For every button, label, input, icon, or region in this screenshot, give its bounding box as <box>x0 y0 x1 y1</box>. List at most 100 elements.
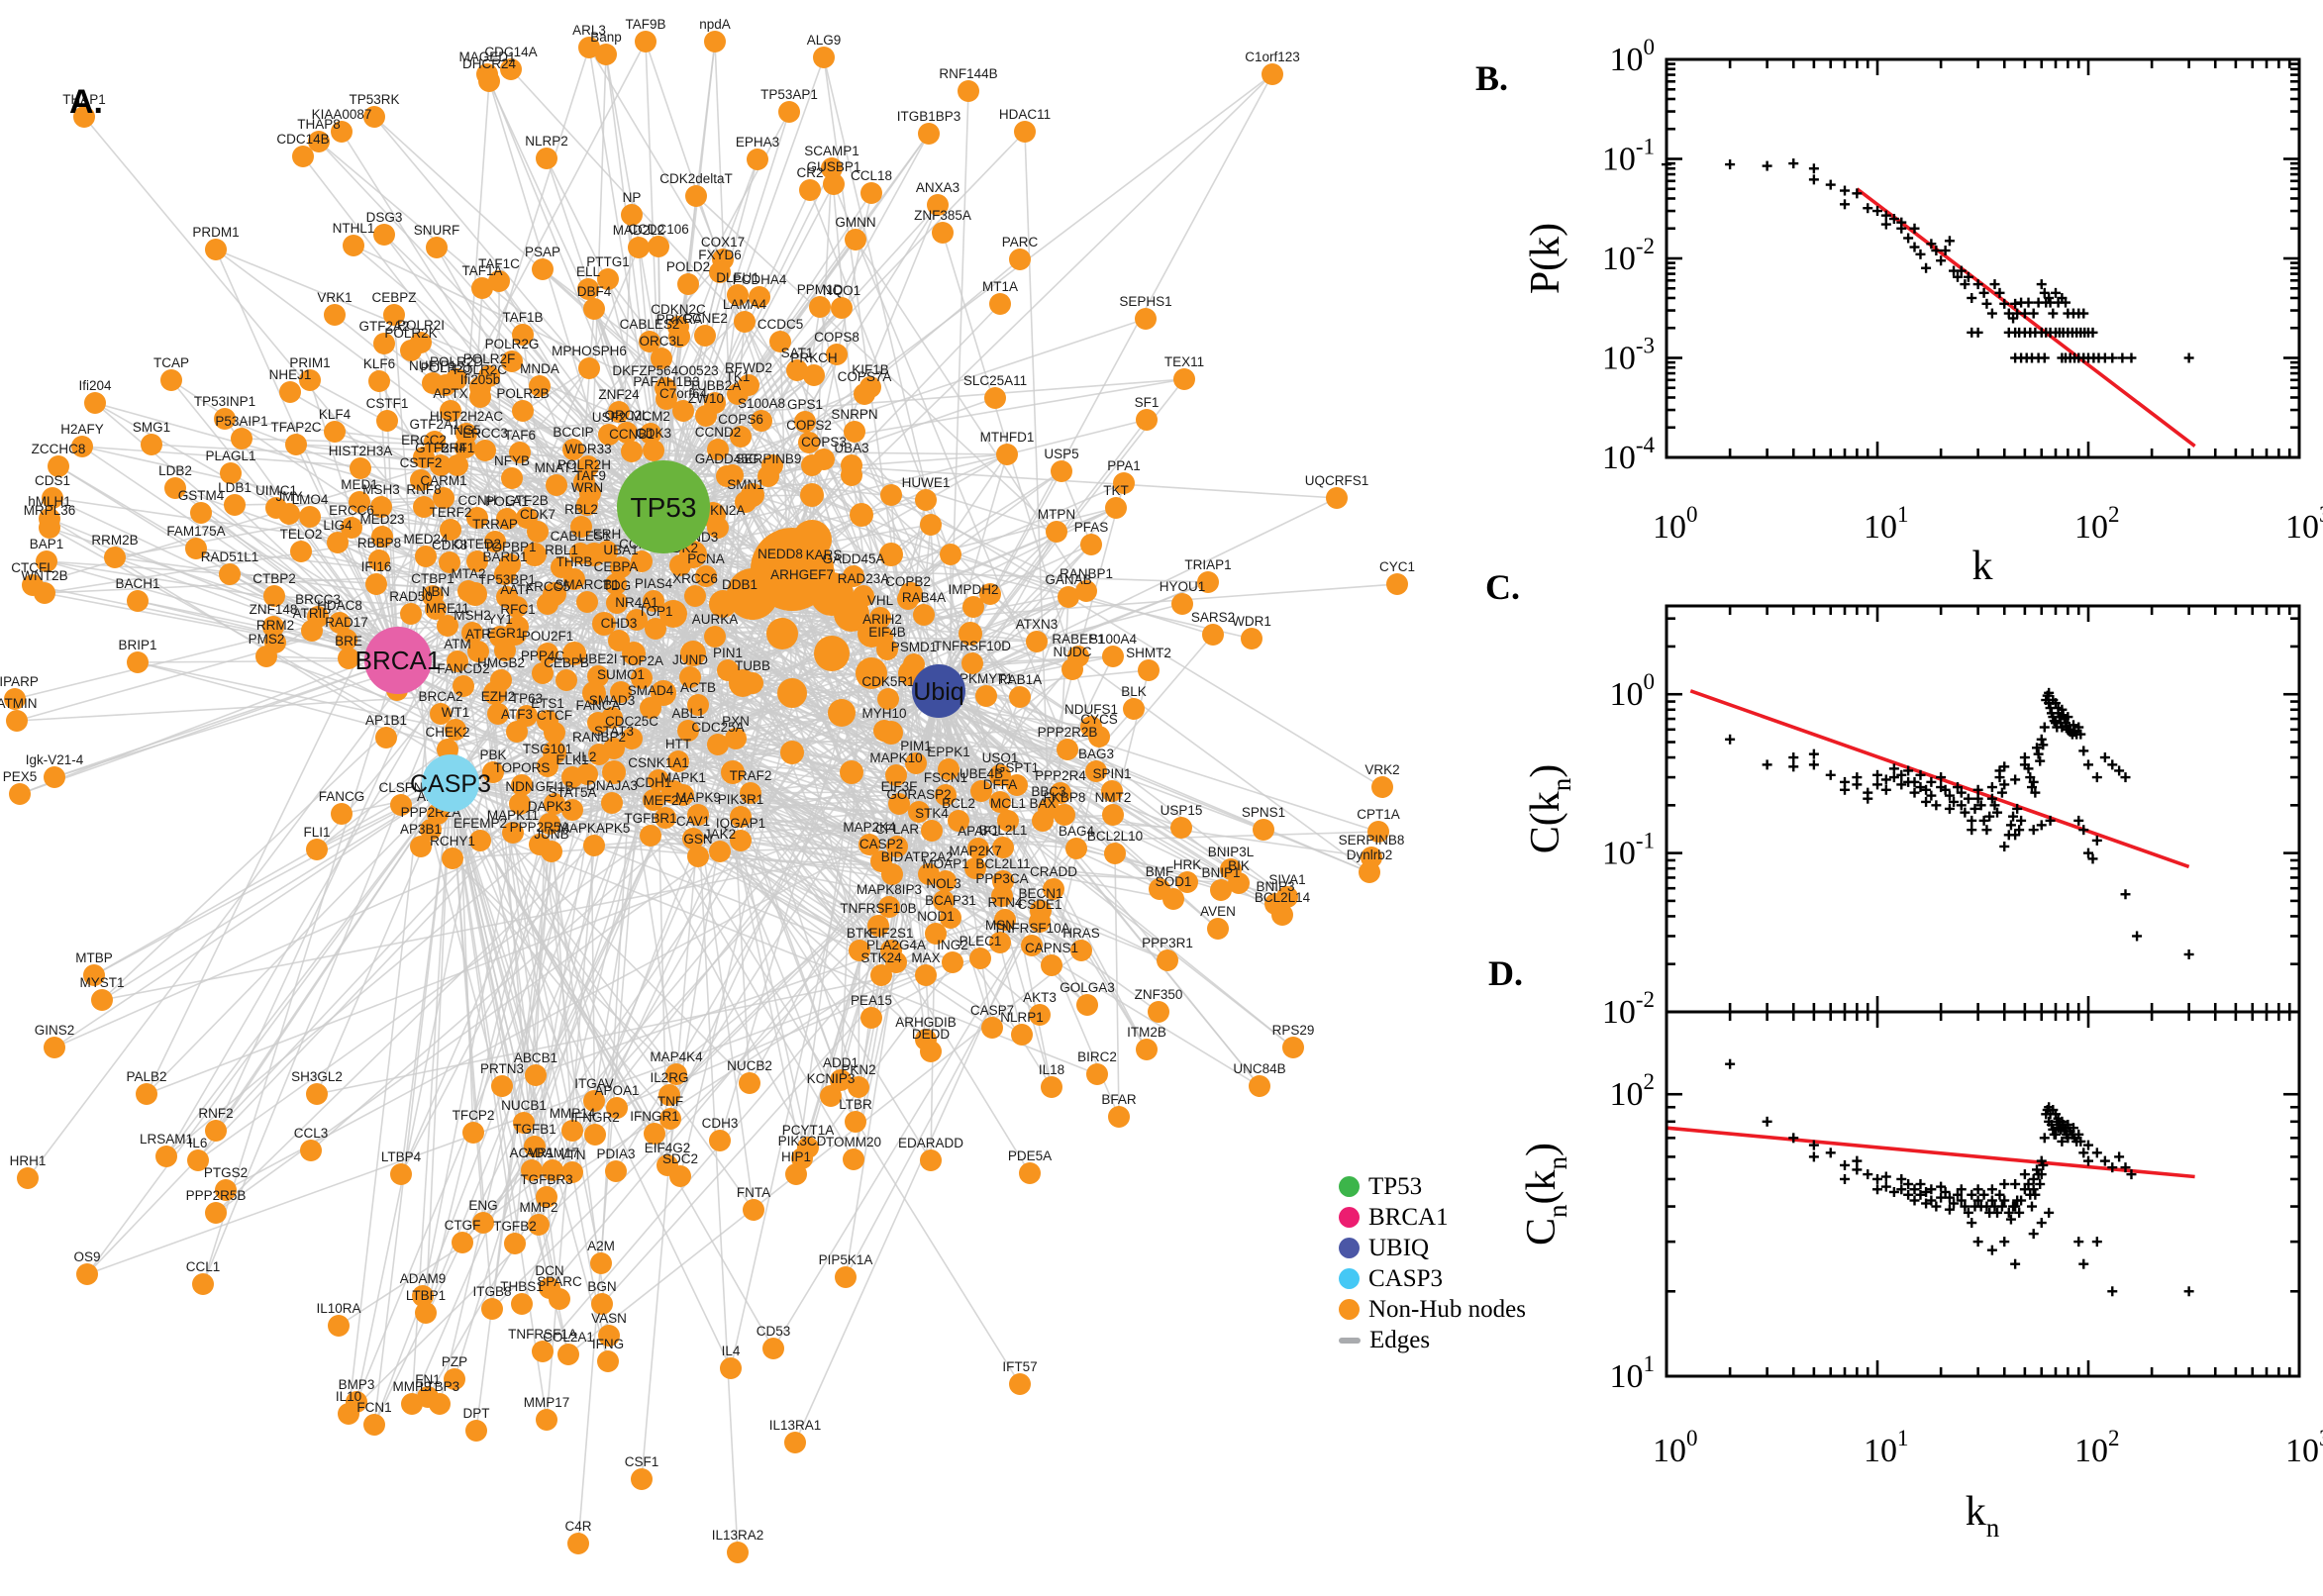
network-node <box>509 793 531 815</box>
network-node <box>932 222 954 244</box>
network-node <box>867 915 889 937</box>
node-label: ATRIP <box>293 606 332 621</box>
network-node <box>6 710 28 732</box>
network-node <box>709 590 737 618</box>
node-label: NTHL1 <box>333 221 375 236</box>
node-label: VASN <box>591 1311 627 1326</box>
network-node <box>830 1069 852 1091</box>
node-label: EPPK1 <box>927 745 970 759</box>
network-node <box>329 612 351 634</box>
node-label: HDAC8 <box>317 598 362 613</box>
network-node <box>621 441 643 462</box>
network-node <box>989 764 1011 786</box>
node-label: SUMO1 <box>597 667 645 682</box>
network-node <box>970 780 992 802</box>
network-node <box>511 1293 533 1315</box>
network-node <box>1113 472 1135 494</box>
node-label: GTF2H4 <box>415 441 466 455</box>
network-node <box>1207 918 1229 940</box>
node-label: CASP7 <box>970 1003 1014 1018</box>
node-label: FXYD6 <box>698 248 742 262</box>
node-label: BNIP3 <box>1256 879 1294 894</box>
network-node <box>751 410 772 432</box>
network-node <box>651 348 672 369</box>
plot-panel-D: 102 101 100 101 102 103 kn Cn(kn) <box>1519 1010 2323 1543</box>
node-label: POLR2I <box>397 318 445 333</box>
network-node <box>562 642 586 665</box>
node-label: AKT3 <box>1023 990 1057 1005</box>
node-label: PDIA3 <box>596 1147 635 1161</box>
node-label: POLR2F <box>463 351 516 366</box>
network-node <box>567 1533 589 1554</box>
node-label: PIK3CD <box>778 1134 827 1148</box>
network-node <box>546 474 567 496</box>
node-label: PKN2 <box>841 1062 875 1077</box>
node-label: CCDC106 <box>628 222 689 237</box>
network-node <box>141 434 162 455</box>
network-node <box>780 741 804 764</box>
node-label: NLRP1 <box>1000 1010 1044 1025</box>
network-node <box>1210 879 1232 901</box>
node-label: MAPK10 <box>869 750 922 765</box>
node-label: CDH3 <box>702 1116 739 1131</box>
node-label: PKMYT1 <box>960 671 1013 686</box>
node-label: GANAB <box>1045 572 1091 587</box>
network-node <box>557 1344 579 1365</box>
node-label: BFAR <box>1101 1092 1137 1107</box>
network-node <box>747 149 768 170</box>
network-node <box>606 592 628 614</box>
node-label: WRN <box>571 480 603 495</box>
axis-tick-label: 103 <box>2285 1426 2323 1469</box>
node-label: SMARCB1 <box>555 577 619 592</box>
node-label: IL13RA1 <box>769 1418 822 1433</box>
node-label: IFNGR1 <box>630 1109 679 1124</box>
node-label: ATM <box>444 637 471 651</box>
network-node <box>164 477 186 499</box>
node-label: TAF9B <box>625 17 665 32</box>
network-node <box>578 357 600 379</box>
node-label: CDC25A <box>691 720 744 735</box>
network-node <box>541 841 562 862</box>
node-label: npdA <box>699 17 731 32</box>
node-label: HRAS <box>1062 926 1100 941</box>
network-node <box>390 1163 412 1185</box>
network-node <box>850 503 873 527</box>
network-node <box>187 1149 209 1171</box>
network-node <box>597 1350 619 1372</box>
node-label: CDK7 <box>520 507 556 522</box>
node-label: PEX5 <box>3 769 38 784</box>
y-axis-title: P(k) <box>1523 223 1568 294</box>
node-label: TAF6 <box>504 428 536 443</box>
node-label: PDE5A <box>1008 1148 1052 1163</box>
node-label: DNAJA3 <box>586 778 638 793</box>
network-node <box>341 517 362 539</box>
network-node <box>608 630 630 651</box>
network-node <box>425 598 447 620</box>
node-label: PRIM1 <box>289 355 330 370</box>
node-label: TNFRSF1A <box>508 1327 577 1342</box>
network-node <box>969 948 991 969</box>
network-node <box>602 760 626 784</box>
network-node <box>1038 798 1060 820</box>
axis-tick-label: 102 <box>1610 1069 1656 1113</box>
network-node <box>220 462 242 484</box>
node-label: EFEMP2 <box>454 816 507 831</box>
node-label: BRCC3 <box>295 592 341 607</box>
node-label: DCN <box>535 1263 563 1278</box>
node-label: AP1B1 <box>365 713 407 728</box>
network-node <box>1075 580 1097 602</box>
network-node <box>984 387 1006 409</box>
network-node <box>349 491 370 513</box>
node-label: CTCF <box>537 708 572 723</box>
network-node <box>482 761 504 783</box>
node-label: VTN <box>559 1147 586 1162</box>
node-label: TK1 <box>726 369 751 384</box>
network-node <box>536 1186 557 1208</box>
network-node <box>1135 308 1157 330</box>
node-label: RRM2 <box>256 618 294 633</box>
network-node <box>136 1083 157 1105</box>
network-node <box>695 405 717 427</box>
node-label: MT1A <box>982 279 1018 294</box>
node-label: SMAD4 <box>628 683 674 698</box>
node-label: ERCC6 <box>329 503 374 518</box>
